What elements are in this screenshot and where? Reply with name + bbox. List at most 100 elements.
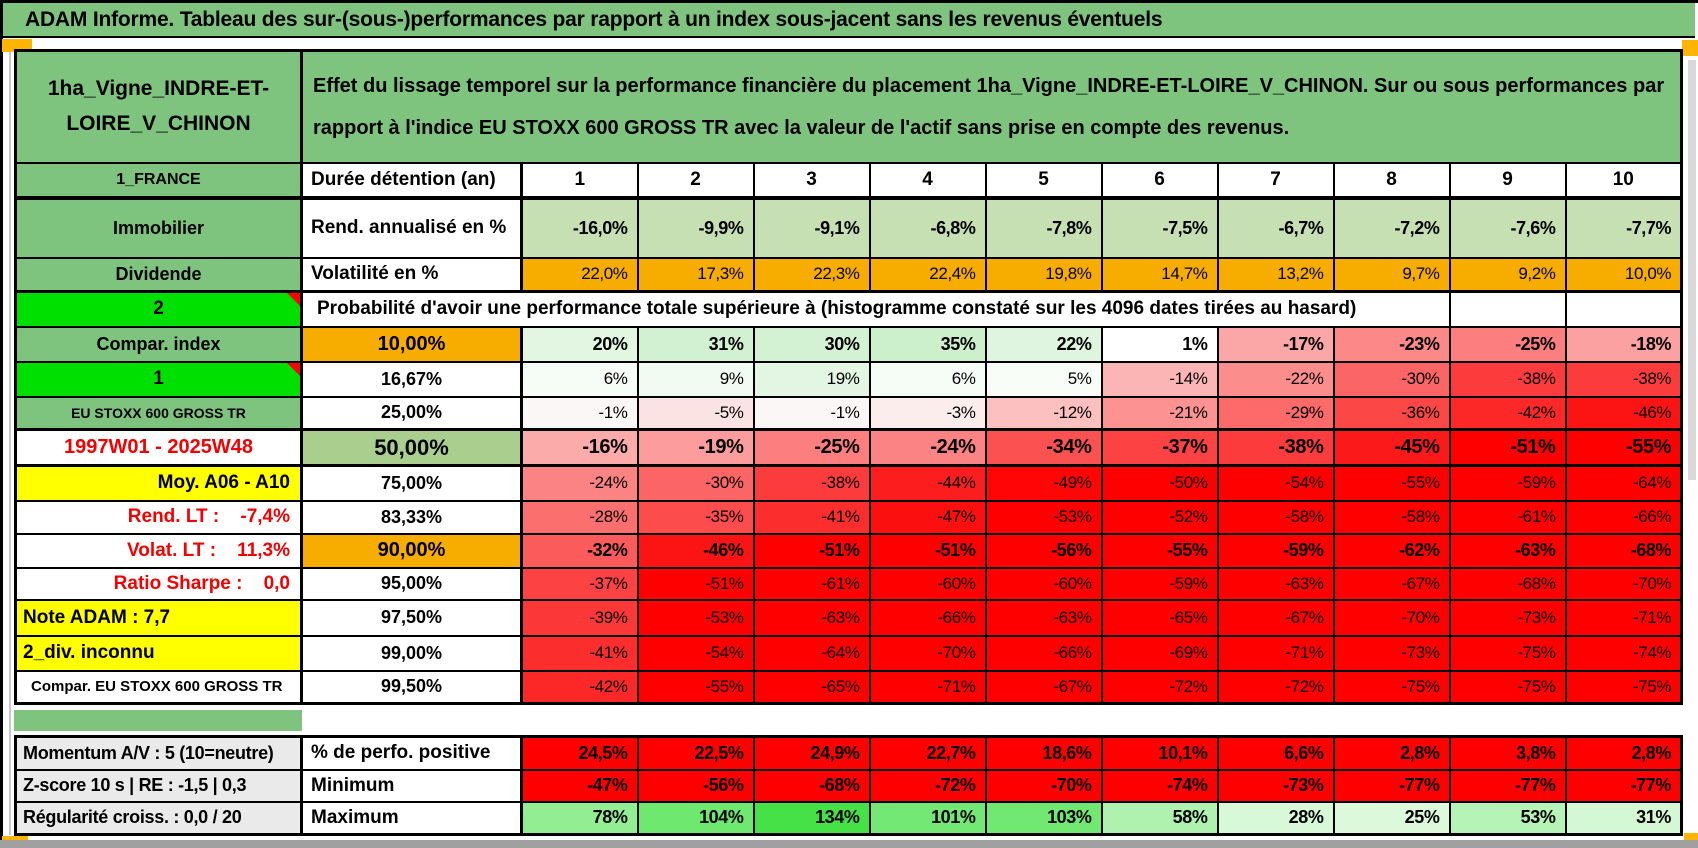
row-label-cell[interactable]: 1997W01 - 2025W48: [14, 428, 303, 467]
value-cell[interactable]: -73%: [1332, 634, 1451, 672]
value-cell[interactable]: 18,6%: [984, 735, 1103, 771]
region-label-cell[interactable]: 1_FRANCE: [14, 161, 303, 200]
value-cell[interactable]: 2,8%: [1564, 735, 1683, 771]
value-cell[interactable]: 6%: [520, 360, 639, 398]
value-cell[interactable]: 10,0%: [1564, 256, 1683, 293]
value-cell[interactable]: -21%: [1100, 395, 1219, 431]
value-cell[interactable]: -75%: [1332, 669, 1451, 705]
value-cell[interactable]: 101%: [868, 800, 987, 836]
value-cell[interactable]: -30%: [1332, 360, 1451, 398]
value-cell[interactable]: -47%: [520, 768, 639, 803]
value-cell[interactable]: -12%: [984, 395, 1103, 431]
value-cell[interactable]: -59%: [1448, 464, 1567, 502]
scrollbar-strip[interactable]: [1688, 60, 1696, 480]
value-cell[interactable]: -37%: [1100, 428, 1219, 467]
value-cell[interactable]: 103%: [984, 800, 1103, 836]
value-cell[interactable]: -51%: [636, 566, 755, 601]
value-cell[interactable]: -29%: [1216, 395, 1335, 431]
value-cell[interactable]: -59%: [1100, 566, 1219, 601]
value-cell[interactable]: 14,7%: [1100, 256, 1219, 293]
value-cell[interactable]: -19%: [636, 428, 755, 467]
empty-cell[interactable]: [1564, 290, 1683, 328]
stat-metric-cell[interactable]: Maximum: [300, 800, 523, 836]
value-cell[interactable]: -67%: [984, 669, 1103, 705]
value-cell[interactable]: -56%: [636, 768, 755, 803]
row-label-cell[interactable]: Compar. index: [14, 325, 303, 363]
value-cell[interactable]: 25%: [1332, 800, 1451, 836]
row-label-cell[interactable]: 1: [14, 360, 303, 398]
value-cell[interactable]: -60%: [868, 566, 987, 601]
value-cell[interactable]: -58%: [1332, 499, 1451, 535]
row-label-cell[interactable]: 2_div. inconnu: [14, 634, 303, 672]
value-cell[interactable]: -51%: [1448, 428, 1567, 467]
percentile-cell[interactable]: 83,33%: [300, 499, 523, 535]
row-label-cell[interactable]: Compar. EU STOXX 600 GROSS TR: [14, 669, 303, 705]
value-cell[interactable]: 31%: [1564, 800, 1683, 836]
value-cell[interactable]: -65%: [752, 669, 871, 705]
value-cell[interactable]: -77%: [1448, 768, 1567, 803]
value-cell[interactable]: -46%: [1564, 395, 1683, 431]
value-cell[interactable]: -35%: [636, 499, 755, 535]
value-cell[interactable]: -68%: [1448, 566, 1567, 601]
value-cell[interactable]: 20%: [520, 325, 639, 363]
stat-label-cell[interactable]: Régularité croiss. : 0,0 / 20: [14, 800, 303, 836]
asset-name-cell[interactable]: 1ha_Vigne_INDRE-ET-LOIRE_V_CHINON: [14, 49, 303, 164]
value-cell[interactable]: -54%: [1216, 464, 1335, 502]
value-cell[interactable]: -68%: [752, 768, 871, 803]
percentile-cell[interactable]: 90,00%: [300, 532, 523, 569]
value-cell[interactable]: -5%: [636, 395, 755, 431]
value-cell[interactable]: 6,6%: [1216, 735, 1335, 771]
stat-metric-cell[interactable]: Minimum: [300, 768, 523, 803]
value-cell[interactable]: -38%: [1216, 428, 1335, 467]
value-cell[interactable]: -14%: [1100, 360, 1219, 398]
value-cell[interactable]: 24,5%: [520, 735, 639, 771]
value-cell[interactable]: 13,2%: [1216, 256, 1335, 293]
percentile-cell[interactable]: 16,67%: [300, 360, 523, 398]
table-description-cell[interactable]: Effet du lissage temporel sur la perform…: [300, 49, 1683, 164]
value-cell[interactable]: 28%: [1216, 800, 1335, 836]
value-cell[interactable]: -74%: [1564, 634, 1683, 672]
value-cell[interactable]: 22,7%: [868, 735, 987, 771]
value-cell[interactable]: -70%: [1332, 598, 1451, 637]
value-cell[interactable]: -49%: [984, 464, 1103, 502]
value-cell[interactable]: -39%: [520, 598, 639, 637]
percentile-cell[interactable]: 99,00%: [300, 634, 523, 672]
value-cell[interactable]: -64%: [1564, 464, 1683, 502]
stat-label-cell[interactable]: Z-score 10 s | RE : -1,5 | 0,3: [14, 768, 303, 803]
probability-header-cell[interactable]: Probabilité d'avoir une performance tota…: [300, 290, 1451, 328]
value-cell[interactable]: -75%: [1564, 669, 1683, 705]
percentile-cell[interactable]: 10,00%: [300, 325, 523, 363]
year-header-cell[interactable]: 5: [984, 161, 1103, 200]
value-cell[interactable]: -7,2%: [1332, 196, 1451, 259]
value-cell[interactable]: 1%: [1100, 325, 1219, 363]
value-cell[interactable]: -72%: [1100, 669, 1219, 705]
row-label-cell[interactable]: Rend. LT : -7,4%: [14, 499, 303, 535]
row-label-cell[interactable]: Note ADAM : 7,7: [14, 598, 303, 637]
value-cell[interactable]: -7,6%: [1448, 196, 1567, 259]
value-cell[interactable]: 53%: [1448, 800, 1567, 836]
value-cell[interactable]: 22%: [984, 325, 1103, 363]
value-cell[interactable]: -63%: [984, 598, 1103, 637]
value-cell[interactable]: -36%: [1332, 395, 1451, 431]
value-cell[interactable]: -16,0%: [520, 196, 639, 259]
value-cell[interactable]: 5%: [984, 360, 1103, 398]
value-cell[interactable]: -68%: [1564, 532, 1683, 569]
value-cell[interactable]: -66%: [868, 598, 987, 637]
value-cell[interactable]: -67%: [1332, 566, 1451, 601]
percentile-cell[interactable]: 50,00%: [300, 428, 523, 467]
percentile-cell[interactable]: 25,00%: [300, 395, 523, 431]
value-cell[interactable]: -70%: [868, 634, 987, 672]
stat-metric-cell[interactable]: % de perfo. positive: [300, 735, 523, 771]
value-cell[interactable]: -71%: [1564, 598, 1683, 637]
value-cell[interactable]: 19,8%: [984, 256, 1103, 293]
stat-label-cell[interactable]: Momentum A/V : 5 (10=neutre): [14, 735, 303, 771]
metric-label-cell[interactable]: Rend. annualisé en %: [300, 196, 523, 259]
value-cell[interactable]: -75%: [1448, 634, 1567, 672]
value-cell[interactable]: -38%: [752, 464, 871, 502]
value-cell[interactable]: -34%: [984, 428, 1103, 467]
value-cell[interactable]: -69%: [1100, 634, 1219, 672]
value-cell[interactable]: -66%: [984, 634, 1103, 672]
percentile-cell[interactable]: 99,50%: [300, 669, 523, 705]
value-cell[interactable]: -66%: [1564, 499, 1683, 535]
value-cell[interactable]: 31%: [636, 325, 755, 363]
